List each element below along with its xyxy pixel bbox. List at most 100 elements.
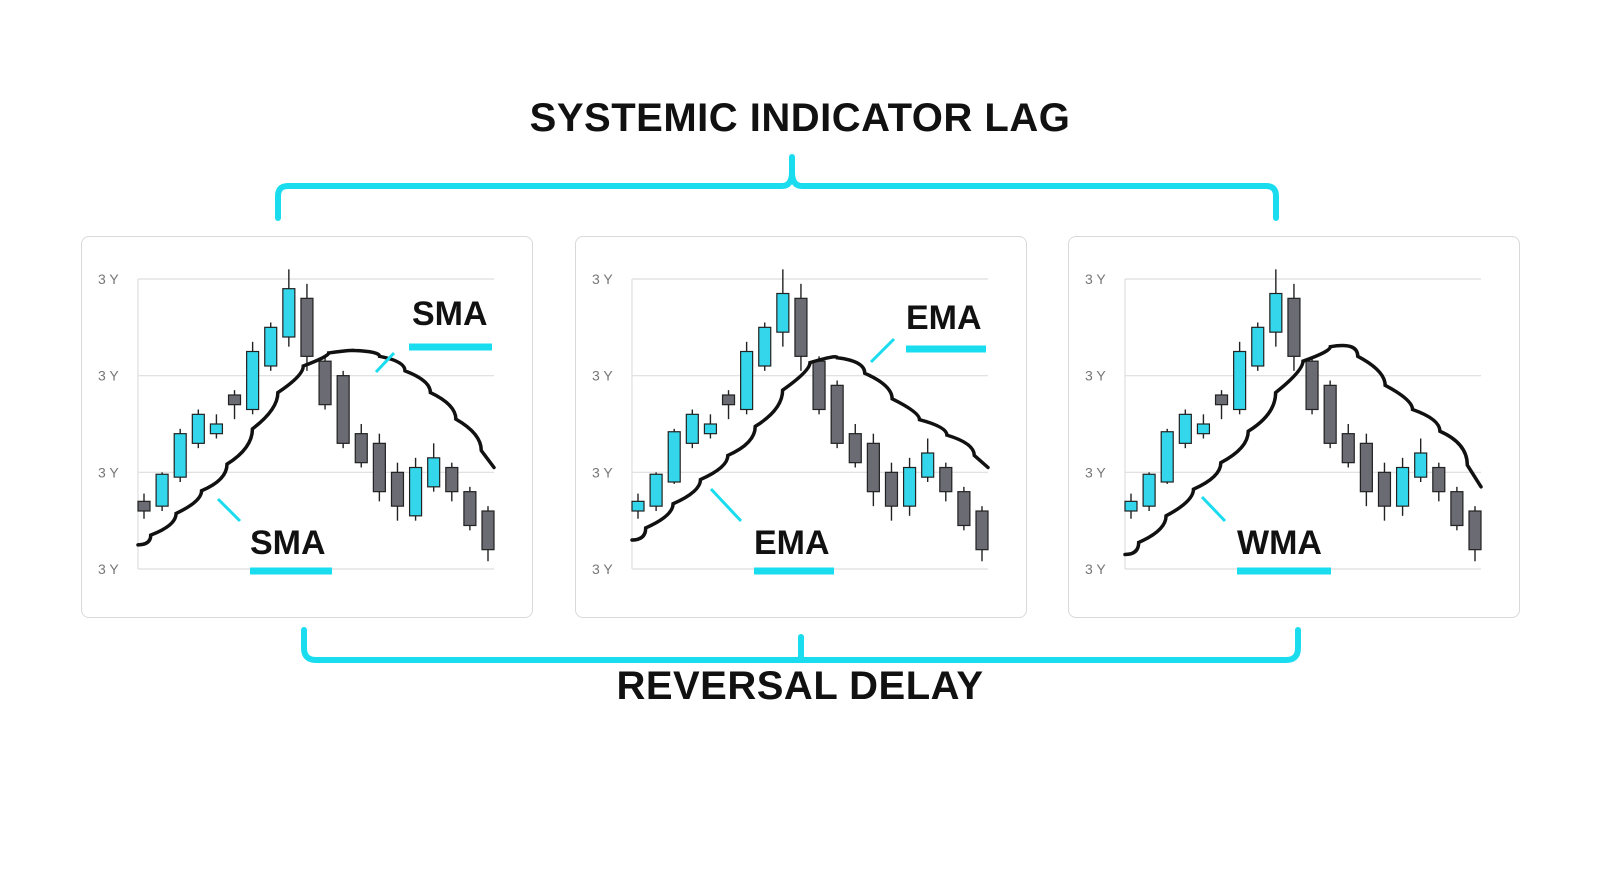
candle-body [1359,442,1373,493]
ma-label-top: SMA [412,295,488,333]
candle-bearish [830,380,844,449]
candle-body [481,510,495,551]
chart-panel-ema: 3 Y 3 Y 3 Y 3 Y EMA EMA [575,236,1027,618]
candle-bearish [354,424,368,468]
candle-body [1233,350,1247,411]
top-brace [275,154,1279,221]
candle-body [1414,452,1428,478]
candle-bearish [390,462,405,521]
candle-body [282,288,296,338]
candle-bullish [427,443,441,492]
candle-bullish [408,457,423,521]
candle-bearish [300,283,314,371]
chart-ema: 3 Y 3 Y 3 Y 3 Y EMA EMA [592,269,990,577]
candle-bullish [246,341,260,415]
candle-bearish [812,356,826,415]
candle-body [1377,471,1392,507]
candle-body [939,466,953,493]
candle-bullish [921,438,935,482]
ma-label-top: EMA [906,299,982,337]
candle-bullish [1160,428,1174,484]
candle-bullish [1269,269,1283,347]
label-pointer [1200,495,1227,523]
bottom-brace [301,627,1301,663]
candle-body [794,297,808,357]
candle-body [758,326,772,367]
candle-bullish [631,493,645,519]
candle-bearish [1214,390,1229,420]
label-pointer [216,497,242,523]
candle-body [191,413,205,444]
label-pointer [709,487,743,523]
candle-body [390,471,405,507]
candle-body [830,384,844,444]
candle-body [1196,423,1211,435]
candle-body [1395,466,1410,507]
candle-bullish [649,472,663,511]
candle-bearish [939,462,953,502]
candle-body [408,466,423,517]
candle-bullish [1196,414,1211,439]
candle-bullish [173,428,187,482]
candle-body [155,473,169,507]
candle-body [1178,413,1192,444]
label-pointer [374,351,396,374]
candle-body [463,491,477,527]
candle-bearish [463,486,477,531]
candle-bearish [137,493,151,519]
candle-body [902,466,917,507]
candle-body [631,500,645,512]
candle-bearish [721,390,736,420]
candle-bullish [902,457,917,516]
candle-body [848,433,862,464]
candle-body [300,297,314,357]
candle-body [1160,431,1174,483]
y-tick-label: 3 Y [592,271,613,287]
ma-label-bottom: SMA [250,524,326,562]
candle-body [1450,491,1464,527]
ma-label-bottom: WMA [1237,524,1322,562]
candle-body [685,413,699,444]
candle-bearish [1287,283,1301,371]
candle-body [649,473,663,507]
y-tick-label: 3 Y [1085,271,1106,287]
ma-label-bottom: EMA [754,524,830,562]
candle-bullish [1395,457,1410,516]
candle-bearish [372,433,386,502]
chart-wma: 3 Y 3 Y 3 Y 3 Y WMA [1085,269,1483,577]
candle-body [209,423,224,435]
candle-bearish [227,390,242,420]
candle-bullish [1251,322,1265,371]
candle-bullish [155,472,169,511]
candle-body [1142,473,1156,507]
candle-body [137,500,151,512]
candle-body [227,394,242,406]
candle-bearish [794,283,808,371]
candle-body [957,491,971,527]
candle-body [354,433,368,464]
y-tick-label: 3 Y [1085,561,1106,577]
candle-bullish [264,322,278,371]
candle-body [721,394,736,406]
candle-body [336,375,350,444]
candle-body [776,292,790,333]
candle-bearish [975,506,989,562]
chart-panel-wma: 3 Y 3 Y 3 Y 3 Y WMA [1068,236,1520,618]
candle-body [445,466,459,493]
candle-body [975,510,989,551]
y-tick-label: 3 Y [592,561,613,577]
candle-body [740,350,754,411]
candle-body [1305,360,1319,411]
candle-bearish [848,424,862,468]
candle-bullish [1124,493,1138,519]
candle-body [1287,297,1301,357]
label-pointer [869,337,896,364]
candle-bearish [336,370,350,449]
y-tick-label: 3 Y [592,464,613,480]
candle-body [884,471,899,507]
y-tick-label: 3 Y [1085,464,1106,480]
chart-panel-sma: 3 Y 3 Y 3 Y 3 Y SMA SMA [81,236,533,618]
candle-bearish [866,433,880,507]
candle-bullish [758,322,772,371]
